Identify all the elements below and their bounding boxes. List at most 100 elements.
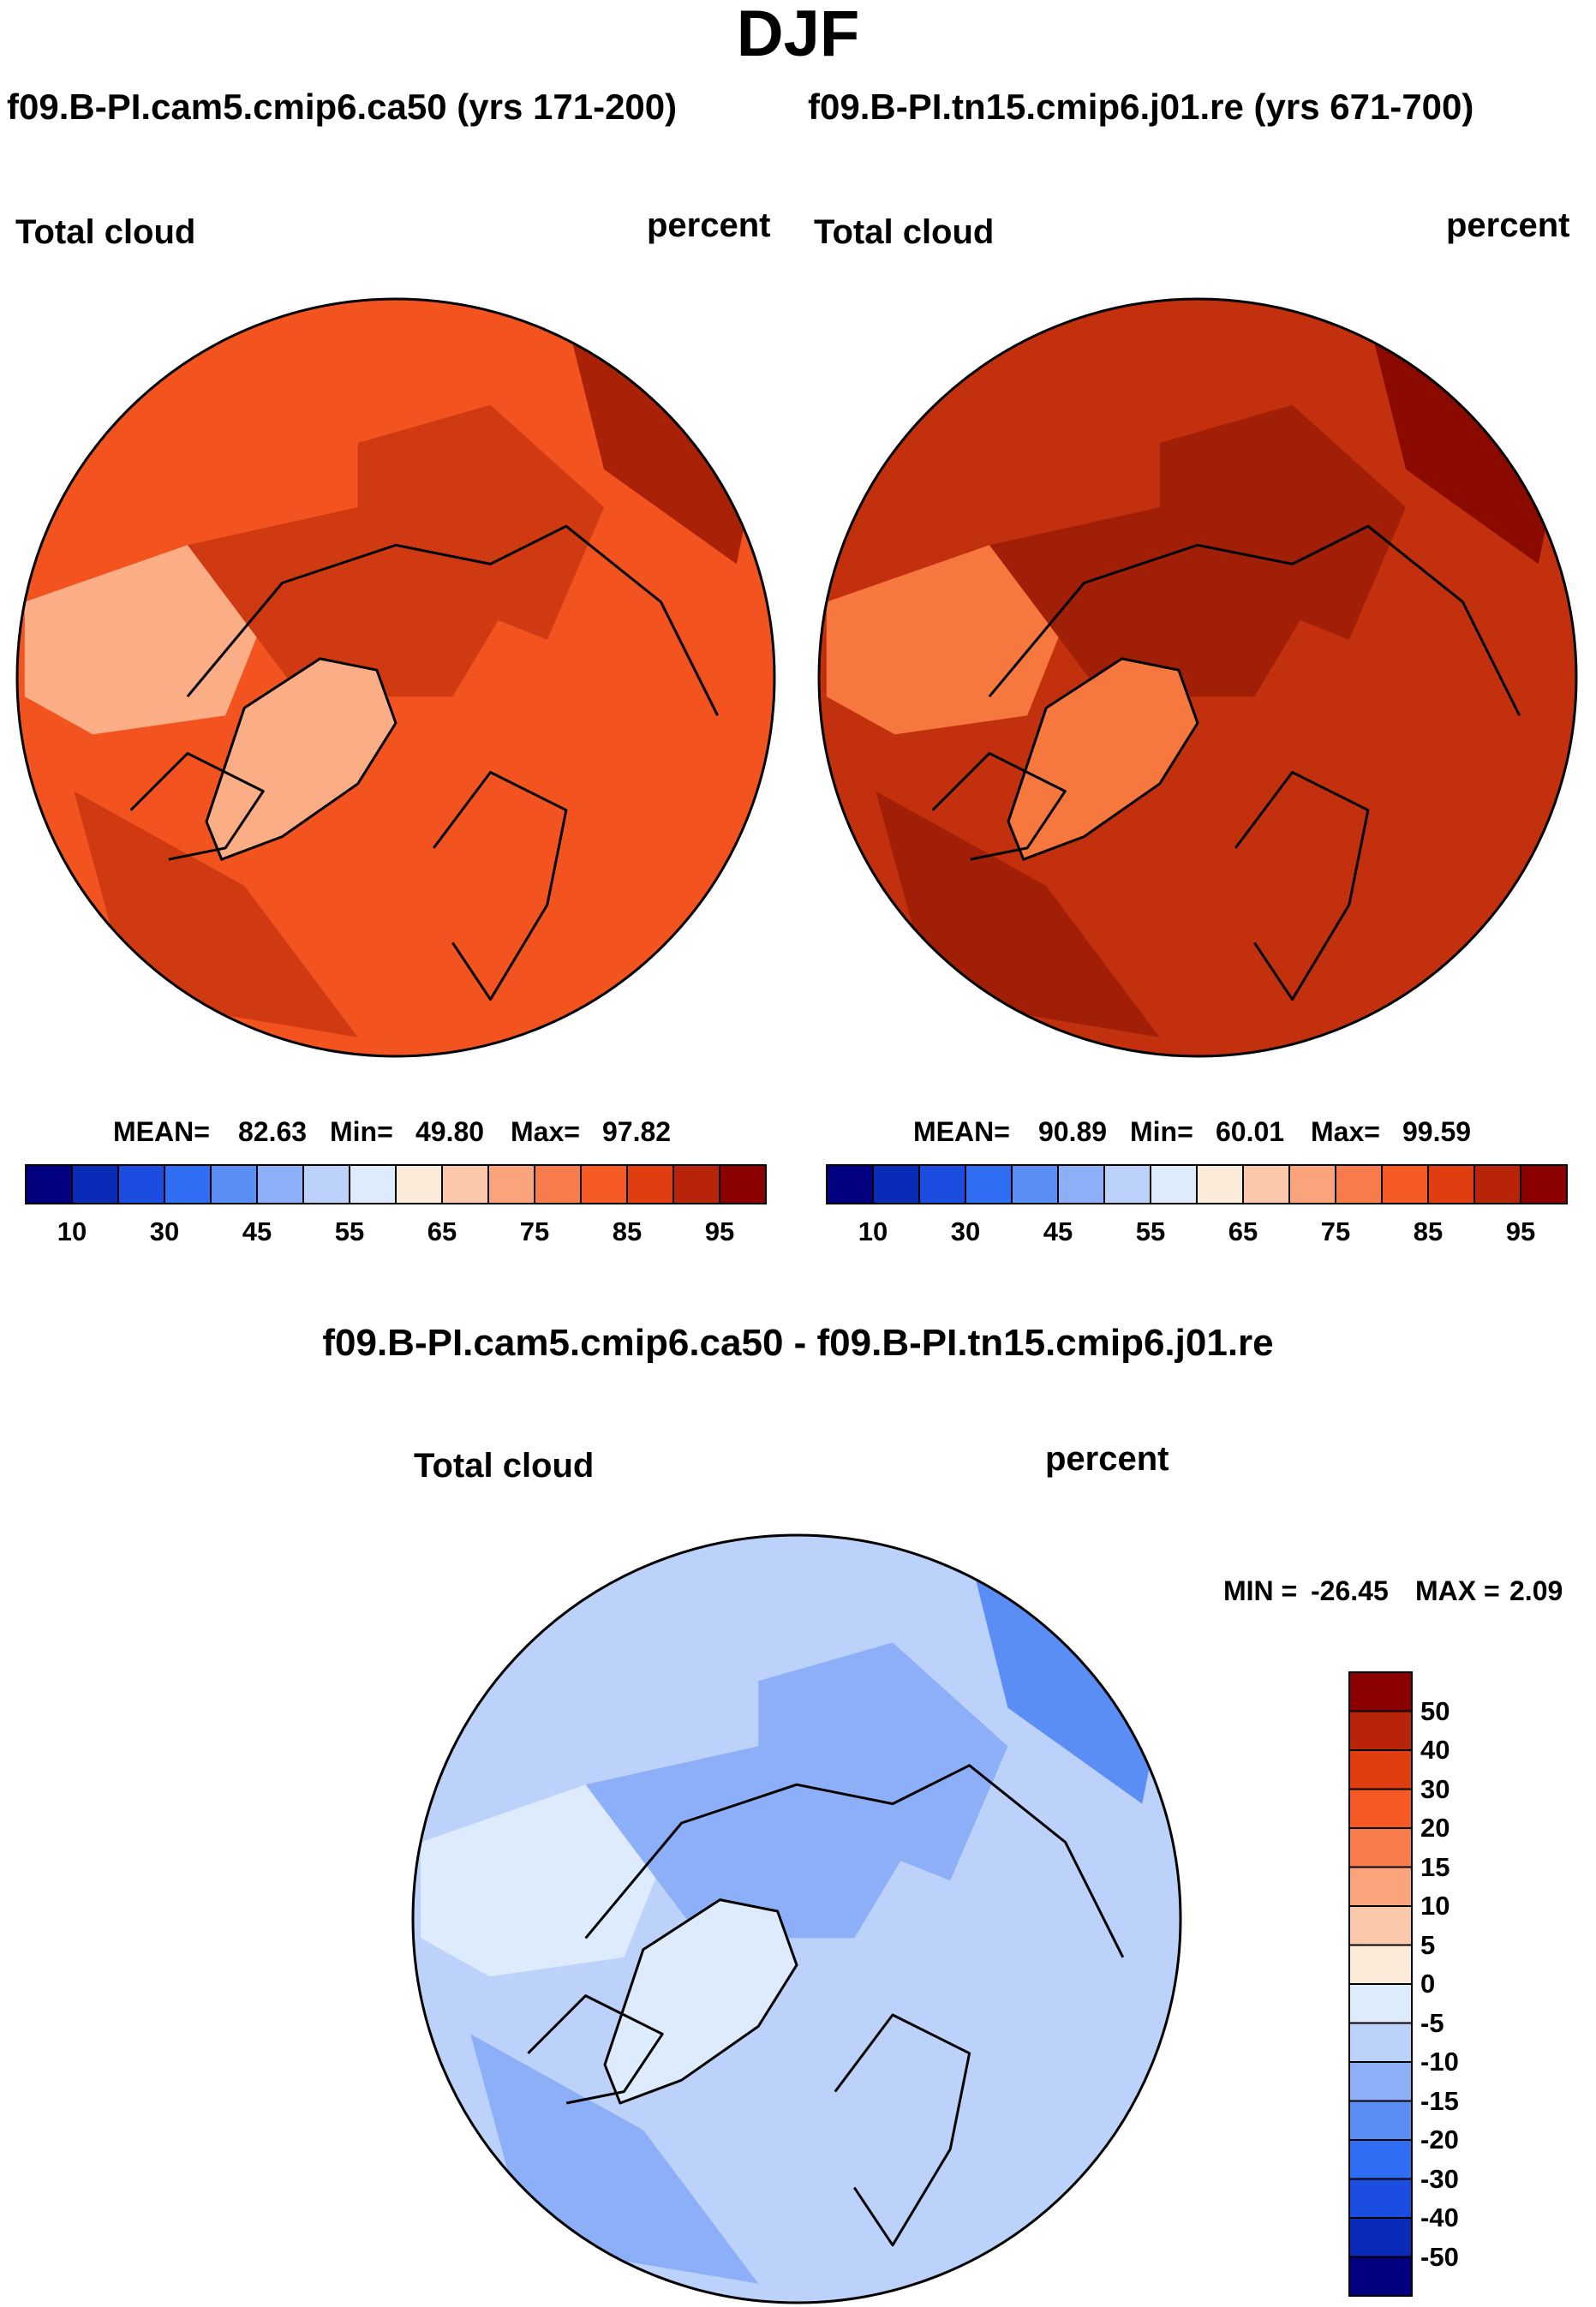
- panel3-min-value: -26.45: [1311, 1575, 1389, 1606]
- panel1-coastline: [129, 751, 265, 861]
- panel2-colorbar-tick-label: 45: [1043, 1216, 1073, 1246]
- panel3-coastline: [527, 1994, 664, 2105]
- panel1-region-scand: [415, 715, 605, 943]
- panel2-colorbar-tick-label: 55: [1135, 1216, 1166, 1246]
- panel3-colorbar-tick-label: 10: [1420, 1891, 1450, 1921]
- panel2-coastline: [988, 524, 1521, 716]
- panel2-colorbar-box: [1150, 1164, 1198, 1204]
- panel3-colorbar-box: [1348, 1671, 1413, 1712]
- panel3-colorbar-tick-label: 0: [1420, 1969, 1436, 1999]
- panel2-colorbar-box: [1381, 1164, 1429, 1204]
- season-title: DJF: [736, 0, 860, 70]
- panel1-colorbar-tick-label: 75: [519, 1216, 550, 1246]
- panel2-colorbar: [826, 1164, 1568, 1204]
- panel2-coastline: [1234, 771, 1370, 1001]
- panel3-colorbar-box: [1348, 2022, 1413, 2063]
- panel3-min-label: MIN =: [1223, 1575, 1298, 1606]
- panel3-colorbar-tick-label: -50: [1420, 2241, 1459, 2272]
- panel1-map: [17, 299, 774, 1056]
- panel3-colorbar-tick-label: -20: [1420, 2125, 1459, 2155]
- panel3-colorbar-tick-label: -30: [1420, 2163, 1459, 2194]
- panel2-mean-value: 90.89: [1038, 1116, 1108, 1147]
- panel2-max-label: Max=: [1311, 1116, 1380, 1147]
- panel2-units-label: percent: [1446, 206, 1570, 244]
- right-experiment-title: f09.B-PI.tn15.cmip6.j01.re (yrs 671-700): [808, 87, 1474, 127]
- panel3-colorbar-box: [1348, 2256, 1413, 2297]
- panel3-colorbar-box: [1348, 1905, 1413, 1946]
- panel2-colorbar-box: [1520, 1164, 1568, 1204]
- panel3-variable-label: Total cloud: [414, 1447, 595, 1485]
- panel1-region-siberia: [357, 404, 605, 640]
- panel3-map: [413, 1535, 1181, 2303]
- panel3-colorbar-box: [1348, 2139, 1413, 2180]
- panel2-colorbar-box: [1288, 1164, 1336, 1204]
- panel1-colorbar-box: [25, 1164, 73, 1204]
- panel2-colorbar-tick-label: 75: [1320, 1216, 1351, 1246]
- panel2-colorbar-tick-label: 10: [858, 1216, 888, 1246]
- panel1-colorbar: [25, 1164, 767, 1204]
- panel1-coastline: [205, 657, 398, 861]
- panel1-coastline: [186, 524, 720, 716]
- panel1-colorbar-box: [626, 1164, 674, 1204]
- panel3-coastlines: [527, 1764, 1125, 2247]
- panel2-colorbar-tick-label: 30: [950, 1216, 981, 1246]
- panel3-colorbar-tick-label: -10: [1420, 2047, 1459, 2077]
- panel2-coastlines: [931, 524, 1521, 1001]
- panel2-region-scand: [1216, 715, 1407, 943]
- panel3-max-value: 2.09: [1509, 1575, 1563, 1606]
- panel3-region-greenland: [605, 1899, 797, 2103]
- panel2-colorbar-box: [1242, 1164, 1290, 1204]
- panel1-colorbar-tick-label: 65: [427, 1216, 457, 1246]
- panel1-map-border: [15, 297, 776, 1058]
- panel2-coastline: [931, 751, 1067, 861]
- panel1-min-label: Min=: [330, 1116, 393, 1147]
- panel2-colorbar-box: [1103, 1164, 1151, 1204]
- panel2-region-siberia: [1159, 404, 1407, 640]
- panel2-colorbar-box: [826, 1164, 874, 1204]
- panel1-colorbar-box: [395, 1164, 443, 1204]
- panel1-max-label: Max=: [511, 1116, 580, 1147]
- panel3-map-border: [411, 1533, 1182, 2304]
- panel1-colorbar-box: [71, 1164, 119, 1204]
- panel3-colorbar-box: [1348, 1866, 1413, 1907]
- panel1-coastlines: [129, 524, 720, 1001]
- panel3-colorbar-box: [1348, 2217, 1413, 2258]
- panel3-colorbar: [1348, 1671, 1413, 2297]
- panel3-colorbar-box: [1348, 1710, 1413, 1751]
- panel2-colorbar-tick-label: 85: [1413, 1216, 1444, 1246]
- panel3-region-scand: [816, 1957, 1008, 2188]
- panel1-variable-label: Total cloud: [15, 213, 196, 251]
- panel2-colorbar-box: [1011, 1164, 1059, 1204]
- panel1-colorbar-box: [164, 1164, 212, 1204]
- panel2-min-label: Min=: [1130, 1116, 1193, 1147]
- panel2-min-value: 60.01: [1216, 1116, 1285, 1147]
- panel2-colorbar-tick-label: 65: [1228, 1216, 1258, 1246]
- panel3-colorbar-tick-label: 20: [1420, 1813, 1450, 1843]
- panel1-colorbar-box: [256, 1164, 304, 1204]
- panel3-max-label: MAX =: [1415, 1575, 1500, 1606]
- panel1-colorbar-tick-label: 55: [334, 1216, 365, 1246]
- panel1-colorbar-box: [672, 1164, 720, 1204]
- panel3-region-siberia: [758, 1642, 1008, 1881]
- panel1-mean-value: 82.63: [238, 1116, 308, 1147]
- panel3-coastline: [834, 2013, 971, 2247]
- panel2-colorbar-box: [918, 1164, 966, 1204]
- panel1-colorbar-box: [580, 1164, 628, 1204]
- panel2-colorbar-box: [965, 1164, 1013, 1204]
- panel3-colorbar-box: [1348, 1827, 1413, 1868]
- panel1-colorbar-tick-label: 10: [57, 1216, 87, 1246]
- panel2-colorbar-box: [1196, 1164, 1244, 1204]
- left-experiment-title: f09.B-PI.cam5.cmip6.ca50 (yrs 171-200): [7, 87, 678, 127]
- panel1-colorbar-tick-label: 95: [704, 1216, 735, 1246]
- difference-title: f09.B-PI.cam5.cmip6.ca50 - f09.B-PI.tn15…: [322, 1322, 1274, 1364]
- panel2-map: [819, 299, 1576, 1056]
- panel2-map-border: [817, 297, 1578, 1058]
- panel2-colorbar-box: [1057, 1164, 1105, 1204]
- panel1-colorbar-tick-label: 85: [612, 1216, 643, 1246]
- panel3-colorbar-tick-label: 5: [1420, 1929, 1436, 1960]
- panel3-units-label: percent: [1045, 1440, 1169, 1478]
- panel2-mean-label: MEAN=: [913, 1116, 1010, 1147]
- panel3-colorbar-box: [1348, 2100, 1413, 2141]
- panel1-units-label: percent: [647, 206, 771, 244]
- panel2-region-canada: [826, 545, 1066, 735]
